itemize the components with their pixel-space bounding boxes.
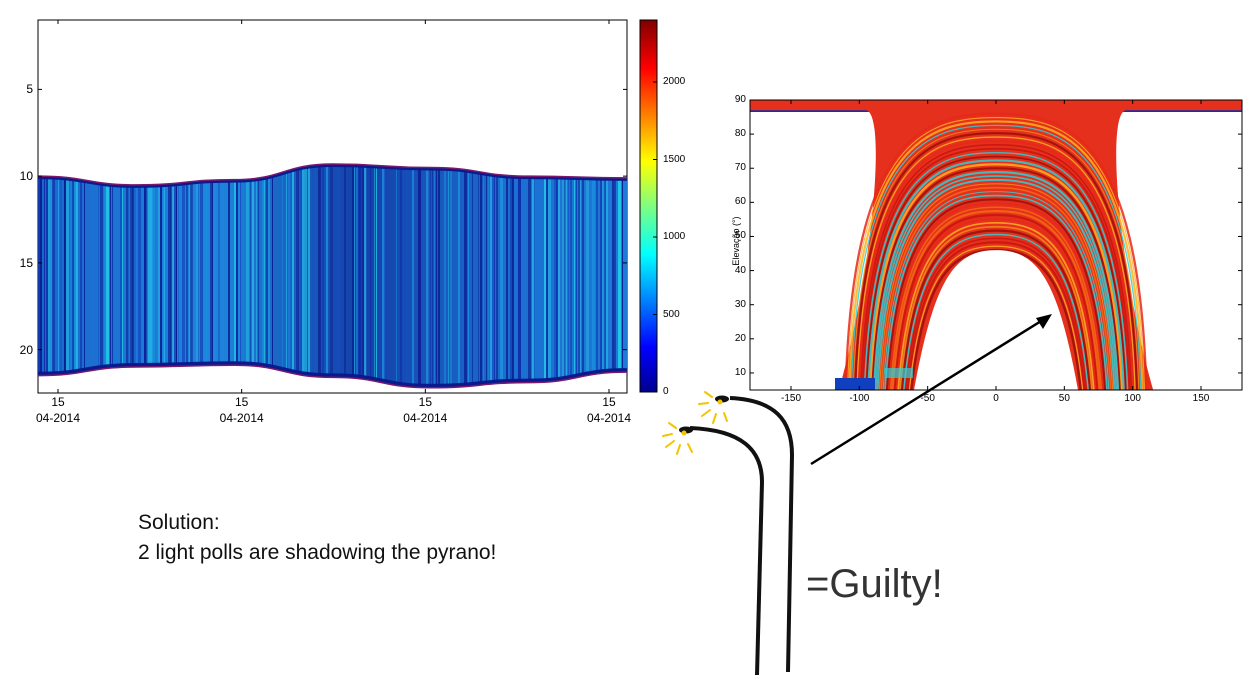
band-lower-edge — [37, 364, 628, 389]
left-y-tick: 10 — [19, 169, 33, 184]
right-y-tick: 20 — [734, 332, 746, 344]
colorbar-tick: 1500 — [663, 153, 686, 165]
right-y-tick: 30 — [734, 298, 746, 310]
solution-text: Solution: 2 light polls are shadowing th… — [138, 508, 496, 568]
right-y-tick: 80 — [734, 128, 746, 140]
right-x-tick: 0 — [993, 393, 999, 404]
left-y-tick: 20 — [19, 342, 33, 357]
right-y-tick: 70 — [734, 162, 746, 174]
left-x-tick-day: 15 — [234, 395, 249, 409]
right-y-tick: 50 — [734, 230, 746, 242]
street-light-icon — [662, 422, 765, 676]
band-upper-edge — [37, 163, 628, 186]
right-y-tick: 60 — [734, 196, 746, 208]
left-x-tick-month: 04-2014 — [35, 411, 81, 425]
colorbar-tick: 500 — [663, 308, 680, 320]
right-x-tick: 150 — [1192, 393, 1210, 404]
verdict-text: =Guilty! — [806, 562, 943, 606]
left-x-tick-day: 15 — [602, 395, 616, 409]
right-x-tick: -50 — [920, 393, 935, 404]
arrow-icon — [810, 314, 1052, 466]
left-x-tick-month: 04-2014 — [403, 411, 448, 425]
right-x-tick: -100 — [849, 393, 870, 404]
sun-path-heatmap — [750, 100, 1242, 390]
colorbar — [639, 19, 658, 393]
solution-title: Solution: — [138, 511, 220, 534]
street-light-icon — [698, 391, 795, 673]
right-x-tick: 100 — [1124, 393, 1141, 404]
right-x-tick: -150 — [780, 393, 801, 404]
right-y-tick: 40 — [734, 264, 746, 276]
right-y-tick: 10 — [734, 366, 746, 378]
right-y-tick: 90 — [734, 94, 746, 105]
left-x-tick-day: 15 — [51, 395, 65, 409]
left-y-tick: 15 — [19, 255, 33, 270]
left-y-tick: 5 — [26, 82, 33, 97]
left-x-tick-month: 04-2014 — [586, 411, 632, 425]
right-x-tick: 50 — [1058, 393, 1070, 404]
irradiance-band — [38, 163, 627, 388]
colorbar-tick: 1000 — [663, 231, 686, 242]
colorbar-tick: 2000 — [663, 76, 686, 87]
solution-body: 2 light polls are shadowing the pyrano! — [138, 541, 497, 564]
left-x-tick-month: 04-2014 — [219, 411, 264, 425]
left-x-tick-day: 15 — [418, 395, 432, 409]
colorbar-tick: 0 — [663, 386, 669, 397]
